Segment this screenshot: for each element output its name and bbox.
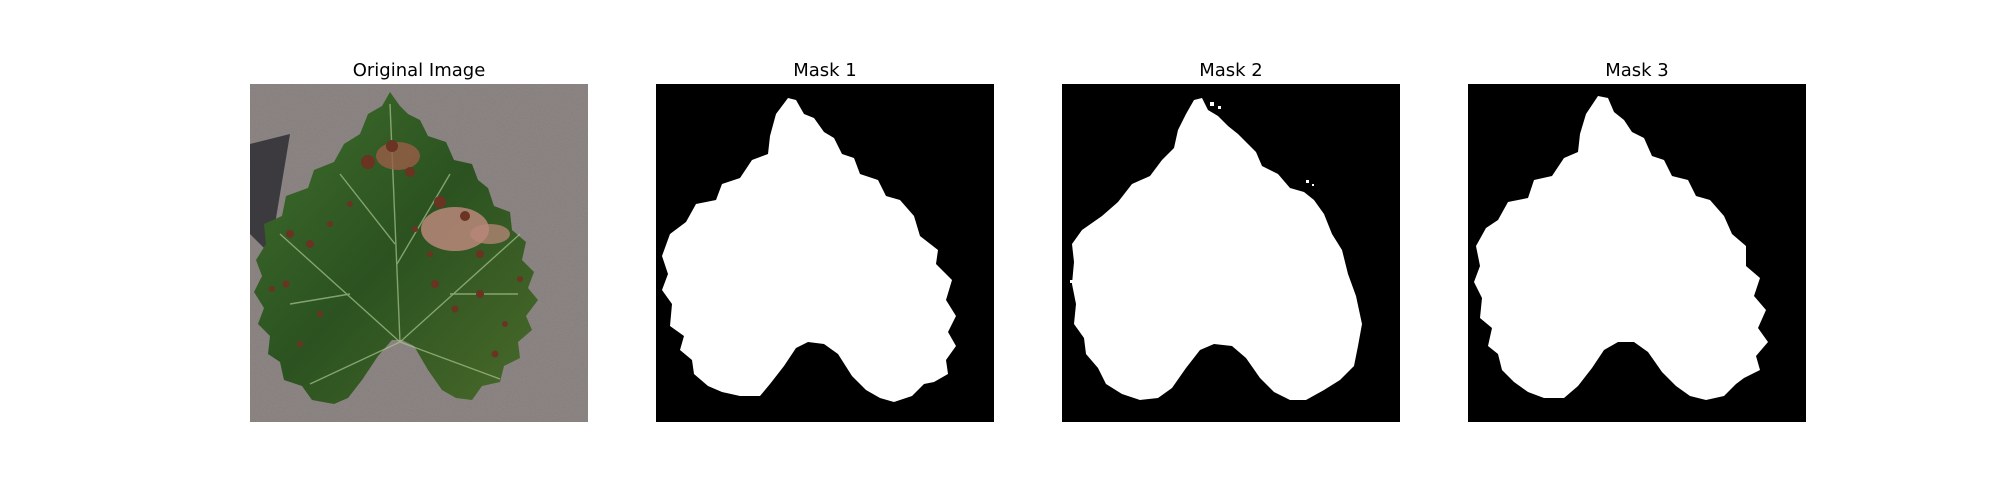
leaf-photo-svg xyxy=(250,84,588,422)
mask-foreground xyxy=(1474,96,1768,400)
panel-mask-3: Mask 3 xyxy=(1468,58,1806,422)
mask-foreground xyxy=(662,98,956,402)
mask-1-svg xyxy=(656,84,994,422)
panel-original-image: Original Image xyxy=(250,58,588,422)
panel-mask-2: Mask 2 xyxy=(1062,58,1400,422)
mask-noise-specks xyxy=(1070,102,1314,283)
mask-2-image xyxy=(1062,84,1400,422)
leaf-shadow xyxy=(250,134,290,254)
panel-title: Mask 3 xyxy=(1605,60,1669,81)
panel-mask-1: Mask 1 xyxy=(656,58,994,422)
mask-1-image xyxy=(656,84,994,422)
panel-title: Mask 2 xyxy=(1199,60,1263,81)
mask-foreground xyxy=(1072,98,1362,400)
lesion-spots xyxy=(269,140,523,358)
mask-2-svg xyxy=(1062,84,1400,422)
panel-title: Mask 1 xyxy=(793,60,857,81)
original-leaf-photo xyxy=(250,84,588,422)
mask-3-svg xyxy=(1468,84,1806,422)
mask-3-image xyxy=(1468,84,1806,422)
panel-title: Original Image xyxy=(352,60,486,81)
